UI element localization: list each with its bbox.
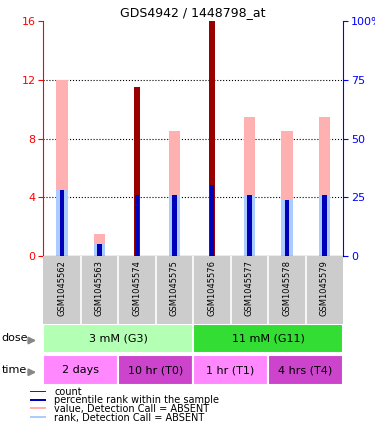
Bar (172, 195, 177, 256)
Bar (209, 21, 215, 256)
Text: GSM1045578: GSM1045578 (282, 261, 291, 316)
Bar (169, 195, 180, 256)
Bar (118, 355, 193, 385)
Text: GSM1045575: GSM1045575 (170, 261, 179, 316)
Bar (169, 131, 180, 256)
Text: rank, Detection Call = ABSENT: rank, Detection Call = ABSENT (54, 413, 204, 423)
Bar (193, 355, 268, 385)
Text: GSM1045577: GSM1045577 (245, 261, 254, 316)
Bar (285, 200, 289, 256)
Bar (94, 244, 105, 256)
Bar (319, 195, 330, 256)
Text: count: count (54, 387, 82, 397)
Text: 10 hr (T0): 10 hr (T0) (128, 365, 183, 375)
Bar (30, 390, 45, 392)
Bar (247, 195, 252, 256)
Text: 2 days: 2 days (62, 365, 99, 375)
Bar (56, 190, 68, 256)
Text: 11 mM (G11): 11 mM (G11) (232, 333, 304, 343)
Text: GSM1045579: GSM1045579 (320, 261, 329, 316)
Bar (30, 416, 45, 418)
Text: time: time (2, 365, 27, 375)
Bar (193, 324, 343, 353)
Bar (244, 116, 255, 256)
Title: GDS4942 / 1448798_at: GDS4942 / 1448798_at (120, 5, 266, 19)
Bar (43, 324, 193, 353)
Bar (281, 131, 292, 256)
Text: 4 hrs (T4): 4 hrs (T4) (279, 365, 333, 375)
Text: GSM1045563: GSM1045563 (95, 261, 104, 316)
Bar (56, 80, 68, 256)
Bar (97, 244, 102, 256)
Text: GSM1045576: GSM1045576 (207, 261, 216, 316)
Bar (94, 234, 105, 256)
Bar (281, 200, 292, 256)
Bar (134, 87, 140, 256)
Bar (322, 195, 327, 256)
Text: dose: dose (2, 333, 28, 343)
Text: percentile rank within the sample: percentile rank within the sample (54, 395, 219, 405)
Bar (319, 116, 330, 256)
Bar (43, 355, 118, 385)
Text: value, Detection Call = ABSENT: value, Detection Call = ABSENT (54, 404, 209, 414)
Bar (60, 190, 64, 256)
Bar (268, 355, 343, 385)
Bar (244, 195, 255, 256)
Text: 3 mM (G3): 3 mM (G3) (88, 333, 147, 343)
Text: GSM1045562: GSM1045562 (57, 261, 66, 316)
Bar (210, 186, 214, 256)
Bar (135, 195, 139, 256)
Bar (30, 407, 45, 409)
Bar (30, 399, 45, 401)
Text: 1 hr (T1): 1 hr (T1) (207, 365, 255, 375)
Text: GSM1045574: GSM1045574 (132, 261, 141, 316)
